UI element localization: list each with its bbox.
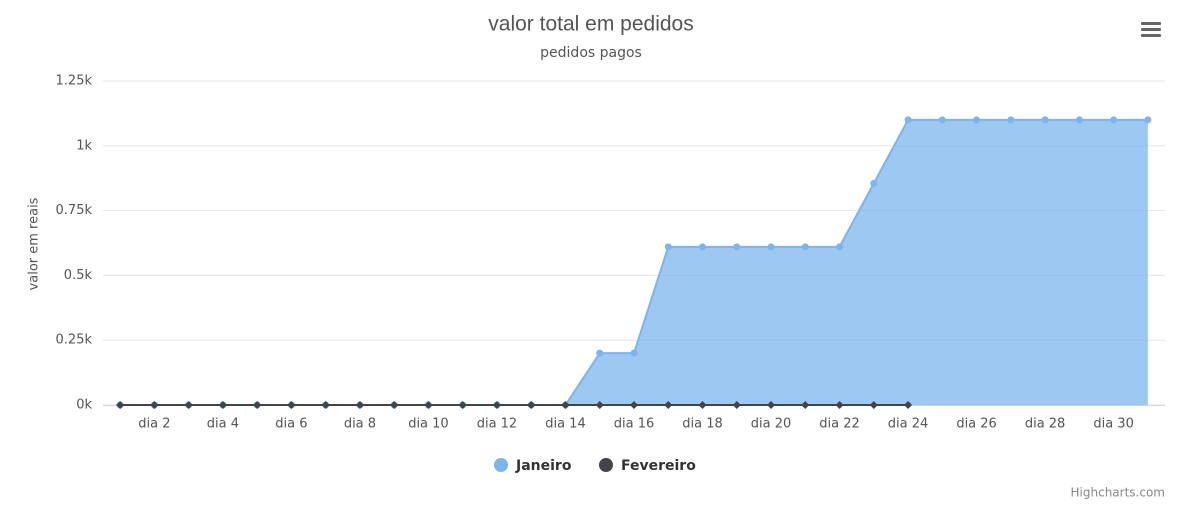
chart-subtitle: pedidos pagos xyxy=(540,45,642,61)
point-marker xyxy=(321,401,330,409)
chart-title: valor total em pedidos xyxy=(488,13,693,36)
x-tick-label: dia 12 xyxy=(477,417,518,432)
x-tick-label: dia 16 xyxy=(614,417,655,432)
x-tick-label: dia 18 xyxy=(682,417,723,432)
point-marker xyxy=(595,401,604,409)
y-tick-label: 0k xyxy=(76,398,92,413)
point-marker xyxy=(184,401,193,409)
x-tick-label: dia 6 xyxy=(275,417,307,432)
point-marker xyxy=(938,116,946,124)
point-marker xyxy=(767,243,775,251)
menu-button[interactable] xyxy=(1138,16,1164,40)
legend-label: Fevereiro xyxy=(621,458,696,474)
point-marker xyxy=(1144,116,1152,124)
y-tick-label: 0.75k xyxy=(56,203,93,218)
point-marker xyxy=(973,116,981,124)
point-marker xyxy=(630,401,638,409)
x-tick-label: dia 26 xyxy=(956,417,997,432)
point-marker xyxy=(733,243,741,251)
credits: Highcharts.com xyxy=(1071,486,1165,500)
legend-symbol xyxy=(494,458,508,472)
point-marker xyxy=(355,401,364,409)
menu-bar xyxy=(1141,22,1161,25)
point-marker xyxy=(1075,116,1083,124)
point-marker xyxy=(664,401,673,409)
legend-label: Janeiro xyxy=(515,458,572,474)
x-tick-label: dia 10 xyxy=(408,417,449,432)
point-marker xyxy=(527,401,536,409)
point-marker xyxy=(596,349,604,357)
point-marker xyxy=(390,401,399,409)
point-marker xyxy=(904,401,913,409)
point-marker xyxy=(767,401,776,409)
x-tick-label: dia 20 xyxy=(751,417,792,432)
point-marker xyxy=(116,401,125,409)
x-tick-label: dia 22 xyxy=(819,417,860,432)
point-marker xyxy=(218,401,227,409)
point-marker xyxy=(835,401,844,409)
series xyxy=(116,401,913,409)
x-tick-label: dia 14 xyxy=(545,417,586,432)
x-tick-label: dia 24 xyxy=(888,417,929,432)
point-marker xyxy=(150,401,159,409)
x-tick-label: dia 30 xyxy=(1093,417,1134,432)
point-marker xyxy=(801,243,809,251)
y-tick-label: 0.5k xyxy=(64,268,93,283)
point-marker xyxy=(1041,116,1049,124)
x-tick-label: dia 4 xyxy=(207,417,239,432)
point-marker xyxy=(801,401,810,409)
y-tick-label: 1.25k xyxy=(56,74,93,89)
point-marker xyxy=(458,401,467,409)
point-marker xyxy=(561,401,570,409)
x-tick-label: dia 8 xyxy=(344,417,376,432)
y-axis-title: valor em reais xyxy=(27,197,42,290)
point-marker xyxy=(424,401,433,409)
point-marker xyxy=(870,179,878,187)
legend-symbol xyxy=(599,458,613,472)
menu-bar xyxy=(1141,34,1161,37)
point-marker xyxy=(664,243,672,251)
area-fill xyxy=(120,119,1148,405)
point-marker xyxy=(287,401,296,409)
x-tick-label: dia 28 xyxy=(1025,417,1066,432)
point-marker xyxy=(253,401,262,409)
y-tick-label: 0.25k xyxy=(56,333,93,348)
point-marker xyxy=(699,243,707,251)
point-marker xyxy=(836,243,844,251)
x-tick-label: dia 2 xyxy=(138,417,170,432)
y-tick-label: 1k xyxy=(76,138,92,153)
point-marker xyxy=(1110,116,1118,124)
point-marker xyxy=(732,401,741,409)
menu-bar xyxy=(1141,28,1161,31)
point-marker xyxy=(1007,116,1015,124)
point-marker xyxy=(904,116,912,124)
point-marker xyxy=(869,401,878,409)
point-marker xyxy=(492,401,501,409)
point-marker xyxy=(630,349,638,357)
point-marker xyxy=(698,401,707,409)
